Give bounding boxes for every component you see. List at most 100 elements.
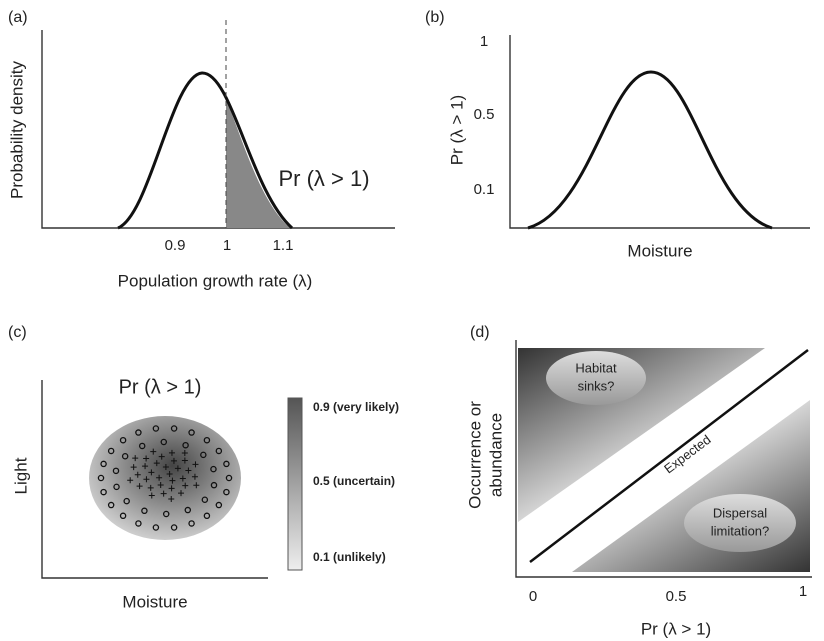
x-tick-label: 1.1 bbox=[273, 237, 294, 254]
site-plus bbox=[132, 455, 139, 462]
panel-label: (d) bbox=[470, 324, 490, 341]
site-plus bbox=[168, 449, 175, 456]
site-marker bbox=[223, 488, 230, 496]
annotation: Pr (λ > 1) bbox=[278, 166, 369, 191]
site-plus bbox=[147, 484, 154, 491]
dispersal-bubble bbox=[684, 494, 796, 552]
site-plus bbox=[156, 474, 163, 481]
legend-label: 0.1 (unlikely) bbox=[313, 550, 386, 564]
site-marker bbox=[210, 465, 217, 473]
site-plus bbox=[179, 475, 186, 482]
site-plus bbox=[142, 463, 149, 470]
site-plus bbox=[148, 492, 155, 499]
y-axis-label: Probability density bbox=[7, 61, 26, 199]
annotation: Habitat bbox=[575, 360, 617, 375]
annotation: Dispersal bbox=[713, 505, 767, 520]
site-plus bbox=[170, 457, 177, 464]
site-marker bbox=[107, 501, 115, 509]
site-marker bbox=[162, 510, 170, 518]
site-plus bbox=[157, 481, 164, 488]
site-marker bbox=[119, 436, 127, 444]
site-marker bbox=[188, 429, 195, 436]
x-tick-label: 1 bbox=[223, 237, 231, 254]
label-bg bbox=[656, 428, 720, 482]
site-plus bbox=[150, 448, 157, 455]
site-plus bbox=[148, 469, 155, 476]
y-axis-label: Pr (λ > 1) bbox=[447, 95, 466, 165]
site-marker bbox=[184, 506, 192, 514]
y-tick-label: 0.1 bbox=[474, 181, 495, 198]
site-marker bbox=[100, 460, 107, 468]
sinks-bubble bbox=[546, 351, 646, 405]
site-marker bbox=[152, 524, 160, 531]
site-marker bbox=[141, 507, 148, 515]
site-marker bbox=[215, 447, 223, 455]
x-tick-label: 0 bbox=[529, 588, 537, 605]
site-plus bbox=[168, 496, 175, 503]
site-plus bbox=[158, 453, 165, 460]
axes bbox=[41, 30, 395, 229]
site-marker bbox=[203, 436, 211, 444]
shaded-area bbox=[226, 100, 290, 228]
site-marker bbox=[223, 460, 230, 468]
site-marker bbox=[100, 488, 107, 496]
annotation: limitation? bbox=[711, 523, 770, 538]
x-tick-label: 0.9 bbox=[165, 237, 186, 254]
site-marker bbox=[135, 520, 142, 527]
site-marker bbox=[107, 447, 115, 455]
site-plus bbox=[178, 490, 185, 497]
legend-label: 0.9 (very likely) bbox=[313, 400, 399, 414]
x-axis-label: Population growth rate (λ) bbox=[118, 271, 313, 290]
site-marker bbox=[215, 501, 223, 509]
density-curve bbox=[117, 71, 294, 230]
site-marker bbox=[112, 467, 120, 475]
site-plus bbox=[192, 461, 199, 468]
site-plus bbox=[174, 465, 181, 472]
axes bbox=[515, 340, 812, 578]
site-marker bbox=[203, 512, 211, 520]
axes bbox=[41, 380, 268, 579]
site-marker bbox=[152, 425, 160, 432]
y-axis-label: Occurrence or bbox=[465, 401, 484, 509]
site-marker bbox=[170, 524, 178, 531]
site-marker bbox=[123, 497, 130, 505]
site-marker bbox=[225, 474, 233, 482]
site-marker bbox=[97, 474, 105, 482]
site-marker bbox=[160, 438, 168, 446]
site-plus bbox=[185, 467, 192, 474]
panel-label: (c) bbox=[8, 324, 27, 341]
site-marker bbox=[138, 442, 146, 450]
panel-label: (b) bbox=[425, 9, 445, 26]
panel-title: Pr (λ > 1) bbox=[119, 376, 202, 398]
response-curve bbox=[527, 70, 773, 230]
expected-line bbox=[529, 349, 809, 563]
annotation: sinks? bbox=[578, 378, 615, 393]
site-marker bbox=[210, 481, 218, 489]
y-tick-label: 1 bbox=[480, 33, 488, 50]
site-plus bbox=[181, 457, 188, 464]
site-marker bbox=[121, 452, 129, 460]
site-marker bbox=[182, 441, 189, 449]
site-plus bbox=[169, 477, 176, 484]
site-plus bbox=[181, 449, 188, 456]
site-plus bbox=[162, 463, 169, 470]
panel-label: (a) bbox=[8, 9, 28, 26]
x-tick-label: 1 bbox=[799, 583, 807, 600]
site-plus bbox=[191, 473, 198, 480]
site-plus bbox=[193, 482, 200, 489]
annotation: Expected bbox=[661, 432, 713, 477]
site-plus bbox=[182, 482, 189, 489]
y-axis-label: abundance bbox=[486, 413, 505, 497]
x-tick-label: 0.5 bbox=[666, 588, 687, 605]
legend-label: 0.5 (uncertain) bbox=[313, 474, 395, 488]
site-plus bbox=[143, 476, 150, 483]
y-axis-label: Light bbox=[11, 457, 30, 494]
site-plus bbox=[160, 490, 167, 497]
probability-ellipse bbox=[89, 416, 241, 540]
site-marker bbox=[201, 496, 209, 504]
site-plus bbox=[153, 460, 160, 467]
site-plus bbox=[127, 477, 134, 484]
site-marker bbox=[113, 483, 120, 491]
colorbar bbox=[287, 397, 303, 571]
